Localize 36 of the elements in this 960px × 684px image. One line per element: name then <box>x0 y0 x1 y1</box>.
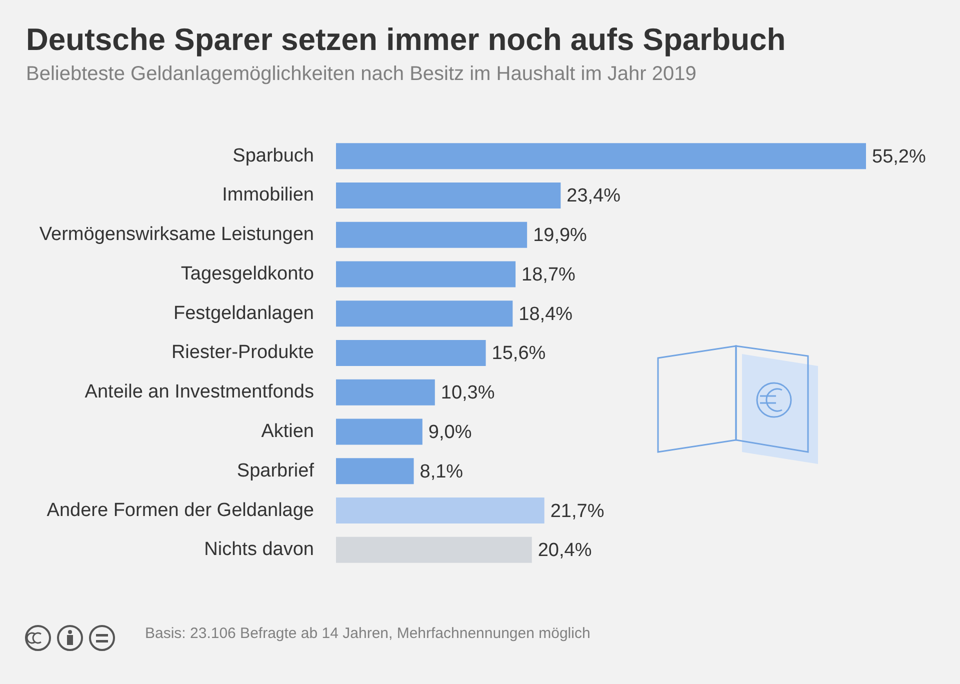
data-label: 15,6% <box>492 343 546 364</box>
bar <box>336 418 422 445</box>
y-tick-label: Sparbrief <box>236 460 315 482</box>
data-label: 8,1% <box>420 461 464 482</box>
bar <box>336 498 544 524</box>
data-label: 23,4% <box>566 186 621 207</box>
y-tick-label: Andere Formen der Geldanlage <box>46 500 314 521</box>
data-label: 19,9% <box>533 225 588 246</box>
bar <box>336 182 561 208</box>
bar <box>336 143 866 170</box>
bar <box>336 536 532 563</box>
data-label: 20,4% <box>538 540 592 562</box>
bar <box>336 458 414 484</box>
bar <box>336 340 486 366</box>
y-tick-label: Riester-Produkte <box>171 342 314 364</box>
y-tick-label: Sparbuch <box>232 145 314 166</box>
y-tick-label: Aktien <box>261 421 314 442</box>
y-tick-label: Festgeldanlagen <box>174 302 314 324</box>
bar <box>336 300 513 327</box>
data-label: 21,7% <box>550 500 604 522</box>
data-label: 55,2% <box>872 146 926 168</box>
text: Basis: 23.106 Befragte ab 14 Jahren, Mehrfachnennungen möglich <box>145 625 590 642</box>
chart-title: Deutsche Sparer setzen immer noch aufs Sparbuch <box>26 22 786 58</box>
y-tick-label: Anteile an Investmentfonds <box>84 382 314 403</box>
y-tick-label: Immobilien <box>222 184 314 206</box>
bar <box>336 379 435 406</box>
chart-subtitle: Beliebteste Geldanlagemöglichkeiten nach Besitz im Haushalt im Jahr 2019 <box>26 63 696 86</box>
data-label: 18,7% <box>522 264 576 286</box>
data-label: 9,0% <box>428 422 472 443</box>
y-tick-label: Vermögenswirksame Leistungen <box>39 224 314 246</box>
y-tick-label: Nichts davon <box>204 539 314 560</box>
data-label: 18,4% <box>518 304 573 325</box>
data-label: 10,3% <box>440 382 495 404</box>
bar <box>336 261 516 288</box>
bar <box>336 222 528 248</box>
y-tick-label: Tagesgeldkonto <box>180 263 314 284</box>
